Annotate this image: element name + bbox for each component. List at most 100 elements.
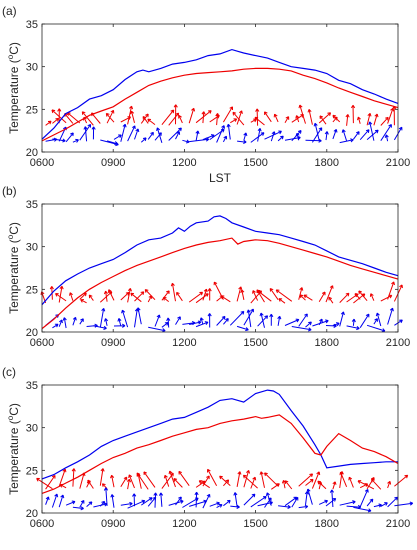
wind-vector-arrow [358,290,368,302]
wind-vector-arrow [223,479,230,487]
wind-vector-arrow [270,131,276,142]
y-axis-label-degree: o [6,234,15,239]
wind-vector-arrow [243,493,256,506]
wind-vector-arrow [175,131,181,140]
wind-vector-arrow [275,289,293,302]
wind-vector-arrow [373,318,378,325]
x-tick-label: 0600 [30,518,54,530]
wind-vector-arrow [142,115,149,124]
series-line-red [41,67,399,142]
wind-vector-arrow [295,132,300,141]
y-axis-label: Temperature (oC) [6,403,21,495]
wind-vector-arrow [354,292,361,300]
wind-vector-arrow [215,113,220,126]
wind-vector-arrow [106,140,118,146]
wind-vector-arrow [175,496,182,506]
x-tick-label: 1500 [243,337,267,349]
wind-vector-arrow [173,104,178,125]
wind-vector-arrow [352,131,360,140]
wind-vector-arrow [128,474,135,489]
axes-box [41,23,399,153]
wind-vector-arrow [209,114,220,123]
x-tick-label: 0600 [30,157,54,169]
wind-vector-arrow [103,487,109,506]
wind-vector-arrow [259,312,265,328]
panel-label: (c) [2,365,16,379]
wind-vector-arrow [387,307,394,325]
x-tick-label: 0900 [101,518,125,530]
wind-vector-arrow [318,291,326,302]
wind-vector-arrow [81,111,94,126]
wind-vector-arrow [134,291,145,302]
wind-vector-arrow [178,114,183,124]
wind-vector-arrow [339,500,356,506]
wind-vector-arrow [222,106,233,123]
y-axis-label-unit: C) [7,42,21,55]
wind-vector-arrow [201,111,206,124]
x-tick-label: 2100 [386,518,410,530]
wind-vector-arrow [229,310,245,326]
wind-vector-arrow [243,132,248,141]
wind-vector-arrow [311,127,323,143]
x-tick-label: 1800 [315,337,339,349]
wind-vector-arrow [207,313,212,328]
wind-vector-arrow [259,471,265,488]
wind-vector-arrow [134,308,139,328]
wind-vector-arrow [65,500,76,506]
series-line-blue [41,215,399,306]
series-line-blue [41,48,399,140]
wind-vector-arrow [236,286,243,302]
wind-vector-arrow [371,478,382,490]
wind-vector-arrow [366,112,372,126]
x-tick-label: 0900 [101,337,125,349]
wind-vector-arrow [264,472,279,487]
wind-vector-arrow [141,497,153,506]
y-axis-label-text: Temperature ( [7,420,21,495]
wind-vector-arrow [269,287,279,300]
wind-vector-arrow [182,320,196,326]
wind-vector-arrow [51,493,59,508]
wind-vector-arrow [126,478,132,490]
x-tick-label: 0600 [30,337,54,349]
x-tick-label: 1800 [315,518,339,530]
wind-vector-arrow [273,113,279,123]
wind-vector-arrow [106,109,115,124]
wind-vector-arrow [236,110,243,125]
x-tick-label: 1200 [172,337,196,349]
wind-vector-arrow [86,501,93,507]
wind-vector-arrow [69,292,74,301]
wind-vector-arrow [175,316,181,325]
y-axis-label-unit: C) [7,222,21,235]
wind-vector-arrow [298,473,314,487]
wind-vector-arrow [223,318,229,325]
wind-vector-arrow [105,112,115,123]
wind-vector-arrow [130,292,142,303]
series-line-red [41,237,399,330]
y-tick-label: 35 [26,199,38,211]
wind-vector-arrow [199,317,204,325]
wind-vector-arrow [65,132,74,143]
wind-vector-arrow [329,489,335,508]
wind-vector-arrow [298,104,306,124]
wind-vector-arrow [163,474,170,487]
wind-vector-arrow [72,506,84,511]
y-tick-label: 30 [26,242,38,254]
wind-vector-arrow [136,307,142,325]
wind-vector-arrow [305,321,312,328]
wind-vector-arrow [265,492,272,506]
wind-vector-arrow [264,111,272,123]
wind-vector-arrow [237,139,247,144]
wind-vector-arrow [71,468,76,487]
wind-vector-arrow [250,476,257,489]
wind-vector-arrow [79,123,92,141]
wind-vector-arrow [303,294,313,301]
wind-vector-arrow [58,494,65,508]
wind-vector-arrow [298,504,309,509]
wind-vector-arrow [117,318,122,327]
wind-vector-arrow [313,122,320,141]
wind-vector-arrow [319,115,327,125]
wind-vector-arrow [51,109,67,124]
wind-vector-arrow [168,127,182,141]
wind-vector-arrow [291,326,312,332]
wind-vector-arrow [104,318,109,326]
